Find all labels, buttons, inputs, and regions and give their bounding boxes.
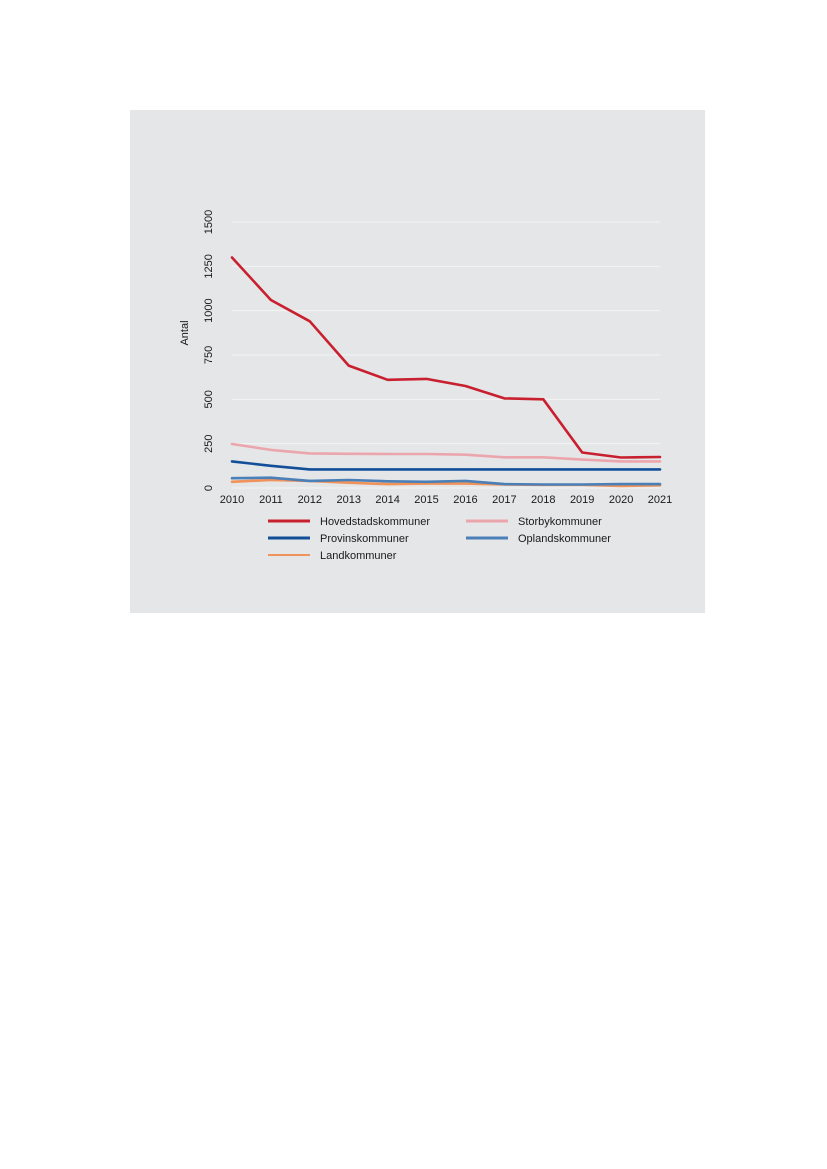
- y-tick-label: 1500: [203, 210, 215, 234]
- x-axis-ticks: 2010 2011 2012 2013 2014 2015 2016 2017 2018 2019…: [220, 494, 672, 506]
- legend-item: Storbykommuner: [466, 516, 602, 528]
- y-tick-label: 0: [203, 485, 215, 491]
- legend: Hovedstadskommuner Storbykommuner Provinsk…: [268, 516, 611, 562]
- x-tick-label: 2011: [259, 494, 283, 506]
- x-tick-label: 2019: [570, 494, 594, 506]
- gridlines: [232, 221, 660, 489]
- series-line-provinskommuner: [230, 460, 662, 471]
- y-tick-label: 500: [203, 390, 215, 408]
- x-tick-label: 2014: [375, 494, 399, 506]
- x-tick-label: 2018: [531, 494, 555, 506]
- x-tick-label: 2020: [609, 494, 633, 506]
- legend-label: Landkommuner: [320, 550, 397, 562]
- legend-label: Oplandskommuner: [518, 533, 611, 545]
- y-tick-label: 750: [203, 346, 215, 364]
- x-tick-label: 2016: [453, 494, 477, 506]
- x-tick-label: 2021: [648, 494, 672, 506]
- series-line-hovedstadskommuner: [230, 256, 662, 459]
- y-axis-ticks: 0 250 500 750 1000 1250 1500: [203, 210, 215, 491]
- legend-item: Oplandskommuner: [466, 533, 611, 545]
- x-tick-label: 2015: [414, 494, 438, 506]
- chart-panel: 0 250 500 750 1000 1250 1500 2010 2011 2012 2013 2…: [130, 110, 705, 613]
- legend-label: Hovedstadskommuner: [320, 516, 430, 528]
- x-tick-label: 2012: [298, 494, 322, 506]
- y-axis-title: Antal: [179, 320, 191, 345]
- y-tick-label: 1000: [203, 298, 215, 322]
- x-tick-label: 2013: [336, 494, 360, 506]
- legend-item: Provinskommuner: [268, 533, 409, 545]
- series-lines: [230, 256, 662, 488]
- legend-label: Storbykommuner: [518, 516, 602, 528]
- legend-label: Provinskommuner: [320, 533, 409, 545]
- y-tick-label: 1250: [203, 254, 215, 278]
- x-tick-label: 2017: [492, 494, 516, 506]
- legend-item: Hovedstadskommuner: [268, 516, 430, 528]
- series-line-oplandskommuner: [230, 476, 662, 486]
- y-tick-label: 250: [203, 434, 215, 452]
- series-line-storbykommuner: [230, 442, 662, 463]
- legend-item: Landkommuner: [268, 550, 397, 562]
- x-tick-label: 2010: [220, 494, 244, 506]
